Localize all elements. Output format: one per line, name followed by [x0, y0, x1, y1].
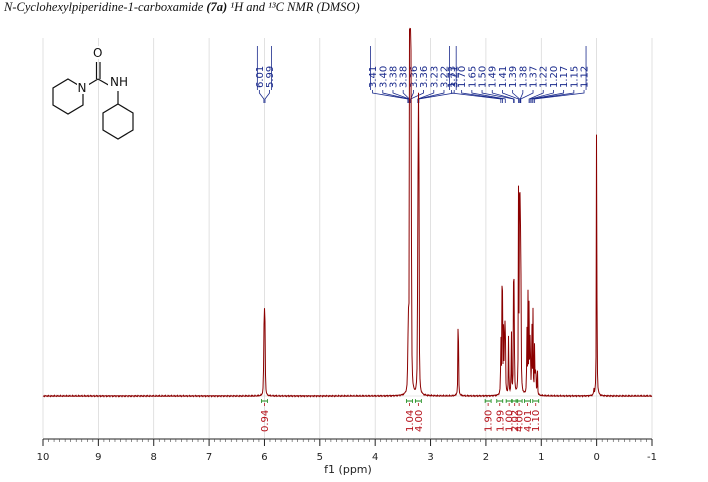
peak-leader [471, 90, 506, 103]
x-tick-label: 1 [538, 452, 544, 463]
spectrum-trace [42, 27, 653, 398]
x-tick-label: 0 [593, 452, 599, 463]
peak-leader [528, 90, 544, 103]
peak-label: 1.37 [529, 66, 540, 88]
x-tick-label: 3 [427, 452, 433, 463]
peak-label: 1.38 [518, 66, 529, 88]
grid-lines [42, 38, 653, 438]
peak-label: 1.65 [467, 66, 478, 88]
peak-leader [534, 90, 585, 103]
x-tick-label: 2 [483, 452, 489, 463]
peak-leader [529, 90, 554, 103]
peak-leader [531, 90, 565, 103]
title-nuclei: ¹H and ¹³C NMR (DMSO) [230, 0, 360, 14]
peak-label: 1.50 [478, 66, 489, 88]
peak-label: 1.70 [457, 66, 468, 88]
title-compound: N-Cyclohexylpiperidine-1-carboxamide [4, 0, 204, 14]
integral-label: 4.00 [414, 410, 425, 432]
peak-label: 3.38 [399, 66, 410, 88]
peak-leader [519, 90, 524, 103]
peak-label: 6.01 [255, 66, 266, 88]
peak-leader [258, 90, 265, 103]
peak-label: 1.22 [539, 66, 550, 88]
integrals: 0.94 1.044.00 1.90 1.991.002.024.004.011.10 [260, 399, 542, 432]
peak-leader [372, 90, 409, 103]
peak-label: 1.12 [580, 66, 591, 88]
peak-label: 3.21 [450, 66, 461, 88]
peak-leader [502, 90, 519, 103]
peak-label: 3.38 [388, 66, 399, 88]
peak-label: 3.36 [409, 66, 420, 88]
cyclohexyl-ring [102, 103, 134, 140]
x-tick-label: 4 [372, 452, 378, 463]
peak-leader [451, 90, 502, 103]
x-tick-label: 5 [317, 452, 323, 463]
peak-label: 3.22 [439, 66, 450, 88]
chart-title: N-Cyclohexylpiperidine-1-carboxamide (7a… [4, 0, 360, 15]
integral-label: 4.00 [515, 410, 526, 432]
peak-leader [417, 90, 445, 103]
peak-leader [481, 90, 514, 103]
integral-label: 4.01 [523, 410, 534, 432]
x-axis-label: f1 (ppm) [324, 463, 372, 476]
peak-label: 1.49 [488, 66, 499, 88]
peak-leader [512, 90, 521, 103]
peak-label: 3.40 [378, 66, 389, 88]
title-label: (7a) [206, 0, 228, 14]
peak-leader [382, 90, 409, 103]
peak-leader [520, 90, 534, 103]
integral-label: 1.00 [505, 410, 516, 432]
x-tick-label: 6 [261, 452, 267, 463]
peak-leader [410, 90, 424, 103]
peak-label: 1.41 [498, 66, 509, 88]
atom-label-nh: NH [110, 75, 128, 89]
peak-leader [417, 90, 435, 103]
peak-leader [532, 90, 575, 103]
x-tick-label: -1 [647, 452, 657, 463]
peak-label: 3.23 [429, 66, 440, 88]
x-tick-label: 8 [151, 452, 157, 463]
peak-label: 1.17 [559, 66, 570, 88]
x-axis: 10 9 8 7 6 5 4 3 2 1 0 -1 [37, 438, 657, 463]
integral-label: 1.04 [405, 410, 416, 432]
integral-label: 2.02 [510, 410, 521, 432]
atom-label-o: O [93, 46, 102, 60]
peak-leader [491, 90, 515, 103]
peak-label: 1.39 [508, 66, 519, 88]
peak-label: 1.20 [549, 66, 560, 88]
peak-leader [264, 90, 270, 103]
peak-label: 3.41 [368, 66, 379, 88]
peak-labels: 6.01 5.99 3.41 3.40 3.38 3.38 3.36 3.36 3.23 3.22… [255, 46, 591, 103]
peak-label: 3.36 [419, 66, 430, 88]
x-tick-label: 10 [37, 452, 50, 463]
atom-label-n: N [78, 81, 87, 95]
x-tick-label: 9 [95, 452, 101, 463]
x-tick-label: 7 [206, 452, 212, 463]
peak-label: 1.73 [447, 66, 458, 88]
integral-label: 1.99 [495, 410, 506, 432]
peak-label: 5.99 [265, 66, 276, 88]
integral-label: 0.94 [260, 410, 271, 432]
peak-leader [461, 90, 503, 103]
integral-label: 1.90 [484, 410, 495, 432]
molecule-structure [52, 62, 134, 140]
integral-label: 1.10 [531, 410, 542, 432]
peak-label: 1.15 [569, 66, 580, 88]
